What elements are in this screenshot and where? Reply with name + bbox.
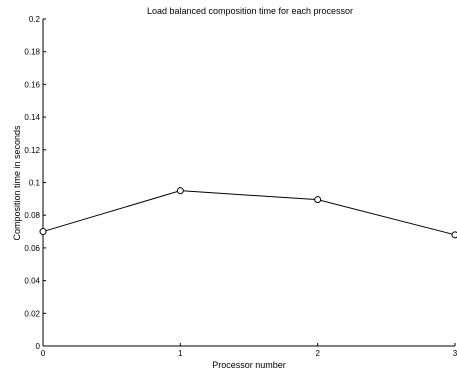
y-tick-label: 0.16 [24, 80, 40, 89]
y-tick-label: 0.02 [24, 309, 40, 318]
x-tick-label: 1 [178, 349, 183, 358]
y-axis: 0 0.02 0.04 0.06 0.08 0.1 0.12 0.14 0.16 0.18 0.2 [24, 15, 46, 351]
x-tick-label: 2 [315, 349, 320, 358]
y-tick-label: 0.18 [24, 48, 40, 57]
y-tick-label: 0.1 [29, 179, 41, 188]
x-axis: 0 1 2 3 [41, 343, 457, 358]
data-point [314, 196, 322, 204]
data-point [39, 228, 47, 236]
y-tick-label: 0.06 [24, 244, 40, 253]
y-tick-label: 0.12 [24, 146, 40, 155]
x-tick-label: 3 [453, 349, 457, 358]
y-axis-label: Composition time in seconds [12, 125, 22, 241]
x-axis-label: Processor number [212, 360, 286, 370]
y-tick-label: 0.14 [24, 113, 40, 122]
plot-area [39, 187, 457, 239]
data-point [176, 187, 184, 195]
data-point [451, 231, 457, 239]
x-tick-label: 0 [41, 349, 46, 358]
y-tick-label: 0.08 [24, 211, 40, 220]
y-tick-label: 0.04 [24, 277, 40, 286]
chart-title: Load balanced composition time for each … [147, 6, 353, 16]
y-tick-label: 0.2 [29, 15, 41, 24]
series-line [42, 190, 456, 236]
y-tick-label: 0 [36, 342, 41, 351]
